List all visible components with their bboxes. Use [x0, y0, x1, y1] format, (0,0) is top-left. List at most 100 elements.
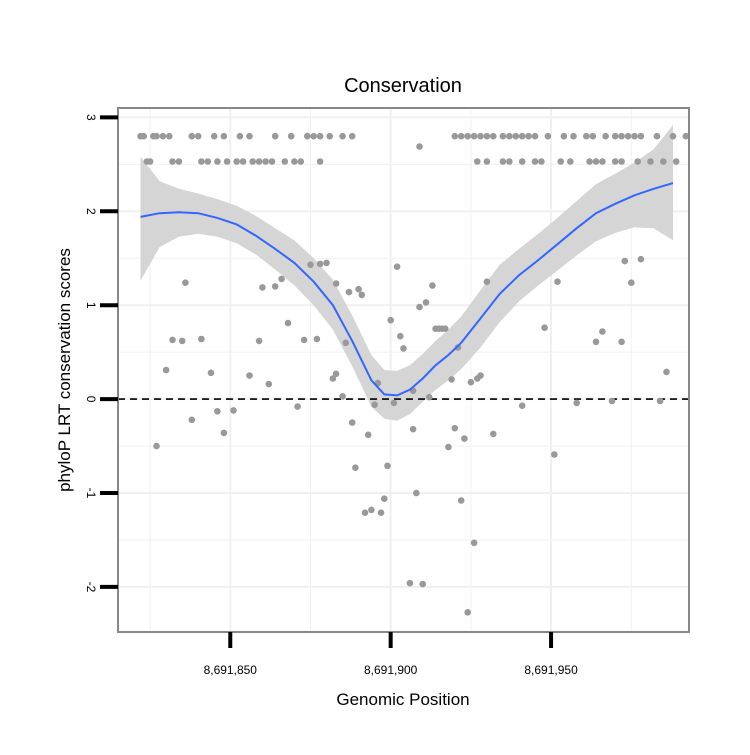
- data-point: [599, 328, 606, 335]
- data-point: [602, 132, 609, 140]
- data-point: [236, 132, 244, 140]
- data-point: [483, 158, 491, 165]
- data-point: [178, 337, 186, 345]
- data-point: [477, 372, 484, 379]
- y-tick-label: -2: [84, 582, 98, 593]
- y-axis-label: phyloP LRT conservation scores: [55, 248, 74, 492]
- data-point: [490, 132, 497, 140]
- data-point: [297, 158, 305, 165]
- data-point: [291, 158, 298, 165]
- data-point: [162, 366, 170, 374]
- data-point: [457, 497, 465, 504]
- data-point: [560, 132, 568, 140]
- data-point: [656, 397, 664, 405]
- data-point: [153, 132, 160, 140]
- data-point: [499, 132, 507, 140]
- data-point: [592, 158, 600, 165]
- data-point: [422, 299, 430, 306]
- data-point: [329, 375, 337, 382]
- data-point: [653, 132, 661, 140]
- data-point: [518, 402, 526, 410]
- data-point: [483, 278, 491, 286]
- data-point: [323, 259, 330, 267]
- data-point: [271, 283, 279, 290]
- data-point: [223, 158, 231, 165]
- y-tick-label: 2: [84, 208, 98, 215]
- data-point: [255, 337, 263, 345]
- data-point: [166, 132, 173, 140]
- data-point: [419, 580, 427, 588]
- axis-layer: 8,691,850 8,691,900 8,691,950 -2 -1 0 1 2 3: [84, 114, 578, 677]
- data-point: [169, 336, 176, 344]
- data-point: [381, 495, 388, 503]
- data-point: [239, 158, 247, 165]
- data-point: [506, 132, 513, 140]
- y-tick-label: 0: [84, 396, 98, 403]
- data-point: [332, 370, 340, 378]
- y-tick-label: -1: [84, 488, 98, 499]
- data-point: [262, 158, 269, 165]
- data-point: [647, 158, 654, 165]
- data-point: [634, 158, 641, 165]
- data-point: [621, 257, 629, 265]
- data-point: [348, 132, 356, 140]
- data-point: [214, 158, 221, 165]
- data-point: [451, 424, 459, 432]
- y-tick-label: 1: [84, 302, 98, 309]
- data-point: [364, 431, 372, 439]
- data-point: [669, 132, 677, 140]
- data-point: [249, 158, 256, 165]
- points-layer: [137, 132, 690, 616]
- data-point: [214, 408, 221, 415]
- data-point: [182, 279, 189, 287]
- data-point: [220, 132, 228, 140]
- data-point: [611, 132, 619, 140]
- data-point: [618, 338, 625, 346]
- data-point: [637, 132, 645, 140]
- x-tick-label: 8,691,900: [364, 663, 418, 677]
- data-point: [637, 255, 645, 263]
- data-point: [246, 372, 253, 379]
- x-tick-label: 8,691,850: [204, 663, 258, 677]
- data-point: [474, 158, 481, 165]
- data-point: [429, 282, 436, 289]
- data-point: [557, 158, 564, 165]
- x-axis-label: Genomic Position: [336, 690, 469, 709]
- data-point: [470, 539, 478, 547]
- data-point: [284, 319, 292, 327]
- data-point: [454, 344, 462, 351]
- data-point: [294, 403, 301, 410]
- data-point: [425, 393, 433, 401]
- data-point: [159, 132, 167, 140]
- data-point: [525, 132, 532, 140]
- data-point: [342, 339, 350, 347]
- data-point: [441, 325, 449, 333]
- data-point: [368, 506, 375, 514]
- data-point: [457, 132, 465, 140]
- data-point: [153, 442, 160, 450]
- data-point: [358, 291, 366, 299]
- data-point: [518, 158, 526, 165]
- data-point: [316, 260, 324, 268]
- data-point: [448, 376, 455, 383]
- data-point: [345, 288, 353, 296]
- data-point: [384, 462, 391, 470]
- data-point: [175, 158, 183, 165]
- data-point: [361, 509, 369, 516]
- data-point: [265, 380, 273, 388]
- data-point: [326, 132, 334, 140]
- data-point: [332, 280, 340, 287]
- data-point: [554, 278, 561, 286]
- data-point: [586, 158, 593, 165]
- data-point: [355, 285, 362, 293]
- data-point: [188, 132, 196, 140]
- data-point: [204, 158, 212, 165]
- data-point: [393, 263, 401, 271]
- data-point: [599, 158, 606, 165]
- data-point: [467, 378, 475, 386]
- data-point: [310, 132, 318, 140]
- data-point: [624, 132, 632, 140]
- data-point: [339, 132, 346, 140]
- data-point: [608, 397, 616, 405]
